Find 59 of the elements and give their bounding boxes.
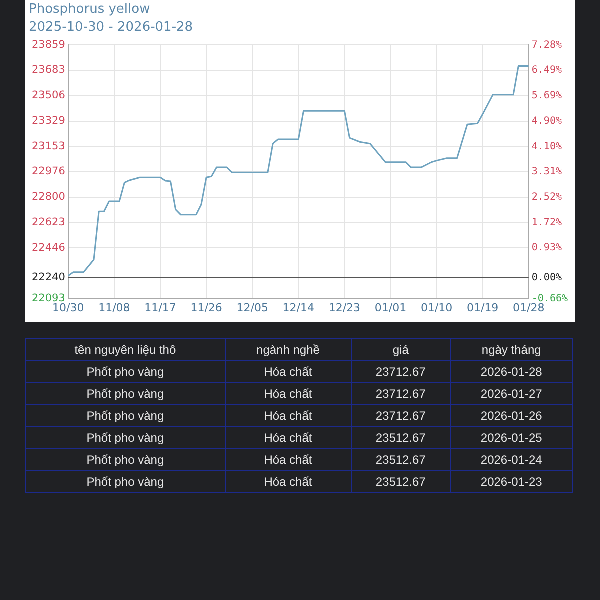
text: Phốt pho vàng <box>26 360 226 382</box>
text: Phốt pho vàng <box>26 426 226 448</box>
x-tick-label: 12/05 <box>236 301 268 314</box>
text: 2026-01-28 <box>450 360 572 382</box>
x-tick-label: 01/19 <box>466 301 499 314</box>
y2-tick-label: 2.52% <box>532 192 562 203</box>
y-tick-label: 22446 <box>32 242 66 254</box>
text: 23512.67 <box>351 426 451 448</box>
y-tick-label: 23153 <box>32 140 66 152</box>
text: 2026-01-23 <box>450 470 572 492</box>
text: 2026-01-27 <box>450 382 572 404</box>
text: Phốt pho vàng <box>26 404 226 426</box>
y2-tick-label: 4.10% <box>532 141 562 152</box>
y2-tick-label: 3.31% <box>532 166 562 178</box>
y-tick-label: 22240 <box>32 271 66 284</box>
text: Hóa chất <box>225 448 352 470</box>
x-tick-label: 11/17 <box>144 301 176 314</box>
x-tick-label: 11/26 <box>190 301 222 314</box>
y2-tick-label: 1.72% <box>532 217 562 228</box>
x-tick-label: 01/10 <box>420 301 453 314</box>
y-tick-label: 23683 <box>32 64 66 76</box>
text: Hóa chất <box>225 470 352 492</box>
text: 23712.67 <box>351 360 451 382</box>
text: Phốt pho vàng <box>26 448 226 470</box>
x-tick-label: 01/01 <box>374 301 407 314</box>
text: Hóa chất <box>225 360 352 382</box>
y2-tick-label: 5.69% <box>532 90 562 102</box>
category-label: ngành nghề <box>225 338 352 360</box>
y2-tick-label: 4.90% <box>532 116 562 127</box>
x-tick-label: 11/08 <box>98 301 130 314</box>
text: Phốt pho vàng <box>26 470 226 492</box>
category-label: ngày tháng <box>450 338 572 360</box>
text: 2026-01-24 <box>450 448 572 470</box>
y-tick-label: 22976 <box>32 166 66 178</box>
text: Hóa chất <box>225 404 352 426</box>
y-tick-label: 22800 <box>32 191 66 204</box>
text: 2026-01-25 <box>450 426 572 448</box>
y-tick-label: 22623 <box>32 216 66 228</box>
text: 23712.67 <box>351 382 451 404</box>
y2-tick-label: 7.28% <box>532 40 562 51</box>
y-tick-label: 23859 <box>32 38 66 51</box>
x-tick-label: 12/23 <box>328 301 361 314</box>
text: 23512.67 <box>351 448 451 470</box>
y-tick-label: 23506 <box>32 90 66 102</box>
y2-tick-label: 0.00% <box>532 272 562 284</box>
text: Hóa chất <box>225 426 352 448</box>
y2-tick-label: 6.49% <box>532 65 562 76</box>
text: Phốt pho vàng <box>26 382 226 404</box>
text: 2026-01-26 <box>450 404 572 426</box>
category-label: tên nguyên liệu thô <box>26 338 226 360</box>
y2-tick-label: 0.93% <box>532 242 562 254</box>
text: 23512.67 <box>351 470 451 492</box>
y-tick-label: 23329 <box>32 115 66 128</box>
x-tick-label: 12/14 <box>282 301 314 314</box>
text: Hóa chất <box>225 382 352 404</box>
chart-subtitle: 2025-10-30 - 2026-01-28 <box>29 20 194 35</box>
chart-title: Phosphorus yellow <box>29 2 151 18</box>
text: 23712.67 <box>351 404 451 426</box>
category-label: giá <box>351 338 451 360</box>
